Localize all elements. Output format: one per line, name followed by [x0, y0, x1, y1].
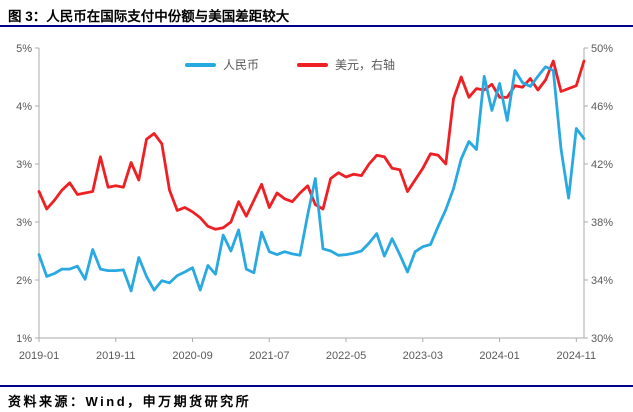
x-tick-label: 2022-05 [326, 350, 366, 362]
y-tick-label-right: 50% [591, 43, 613, 55]
x-tick-label: 2023-03 [403, 350, 443, 362]
y-tick-label-left: 5% [16, 43, 32, 55]
legend-item-usd: 美元，右轴 [297, 56, 395, 73]
y-tick-label-right: 42% [591, 159, 613, 171]
y-tick-label-left: 2% [16, 275, 32, 287]
y-tick-label-left: 3% [16, 217, 32, 229]
chart-area: 1% 30% 2% 34% 3% 38% 3% 42% 4% 46% 5% 50% 2019-01 201… [0, 28, 633, 378]
x-tick-label: 2019-11 [96, 350, 136, 362]
payments-share-chart: 1% 30% 2% 34% 3% 38% 3% 42% 4% 46% 5% 50% 2019-01 201… [16, 43, 613, 362]
y-tick-label-right: 30% [591, 333, 613, 345]
legend-label-usd: 美元，右轴 [335, 58, 396, 72]
x-tick-label: 2019-01 [19, 350, 59, 362]
y-tick-label-left: 1% [16, 333, 32, 345]
x-tick-label: 2024-11 [557, 350, 597, 362]
data-source: 资料来源：Wind，申万期货研究所 [8, 394, 252, 409]
legend-item-rmb: 人民币 [185, 56, 259, 73]
y-tick-label-left: 4% [16, 101, 32, 113]
x-tick-label: 2020-09 [172, 350, 212, 362]
usd-series-line [37, 59, 586, 231]
footer-divider [0, 385, 633, 387]
y-tick-label-left: 3% [16, 159, 32, 171]
x-tick-label: 2021-07 [249, 350, 289, 362]
rmb-line-swatch [185, 62, 216, 67]
figure-title: 图 3：人民币在国际支付中份额与美国差距较大 [8, 9, 290, 24]
y-tick-label-right: 46% [591, 101, 613, 113]
y-tick-label-right: 34% [591, 275, 613, 287]
chart-legend: 人民币 美元，右轴 [185, 56, 395, 73]
legend-label-rmb: 人民币 [223, 58, 260, 72]
title-divider [0, 25, 633, 27]
y-tick-label-right: 38% [591, 217, 613, 229]
rmb-series-line [37, 65, 586, 293]
usd-line-swatch [297, 62, 329, 67]
x-tick-label: 2024-01 [479, 350, 519, 362]
